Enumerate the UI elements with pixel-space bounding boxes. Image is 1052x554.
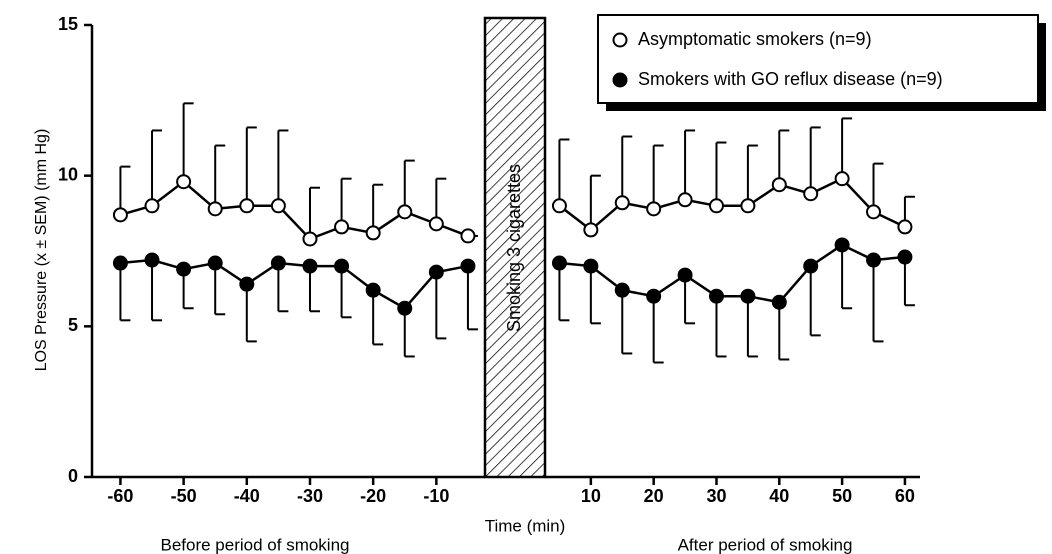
marker xyxy=(176,261,192,277)
y-tick-label: 0 xyxy=(68,466,78,486)
marker xyxy=(270,198,286,214)
marker xyxy=(207,255,223,271)
marker xyxy=(270,255,286,271)
marker xyxy=(334,258,350,274)
series-line xyxy=(120,180,469,241)
y-axis-label: LOS Pressure (x ± SEM) (mm Hg) xyxy=(33,129,50,372)
annotation: Smoking 3 cigarettes xyxy=(504,164,524,332)
marker xyxy=(771,177,787,193)
marker xyxy=(740,288,756,304)
y-tick-label: 5 xyxy=(68,315,78,335)
legend-label: Smokers with GO reflux disease (n=9) xyxy=(638,69,943,89)
smoking-period xyxy=(483,16,547,479)
marker xyxy=(112,207,128,223)
marker xyxy=(365,282,381,298)
x-tick-label: -40 xyxy=(234,486,260,506)
marker xyxy=(112,255,128,271)
legend-label: Asymptomatic smokers (n=9) xyxy=(638,29,872,49)
marker xyxy=(239,276,255,292)
series-line xyxy=(120,258,469,310)
marker xyxy=(897,219,913,235)
x-tick-label: 40 xyxy=(769,486,789,506)
marker xyxy=(302,258,318,274)
series-line xyxy=(559,243,906,304)
marker xyxy=(583,222,599,238)
marker xyxy=(677,192,693,208)
marker xyxy=(397,204,413,220)
marker xyxy=(144,252,160,268)
subtitle: After period of smoking xyxy=(678,535,853,554)
legend xyxy=(597,14,1039,104)
x-tick-label: 30 xyxy=(706,486,726,506)
marker xyxy=(551,255,567,271)
marker xyxy=(551,198,567,214)
x-tick-label: -60 xyxy=(107,486,133,506)
marker xyxy=(834,171,850,187)
x-tick-label: 50 xyxy=(832,486,852,506)
x-tick-label: -20 xyxy=(360,486,386,506)
x-tick-label: -50 xyxy=(171,486,197,506)
marker xyxy=(897,249,913,265)
marker xyxy=(614,195,630,211)
marker xyxy=(866,204,882,220)
marker xyxy=(144,198,160,214)
x-tick-label: 20 xyxy=(644,486,664,506)
y-tick-label: 10 xyxy=(58,164,78,184)
marker xyxy=(365,225,381,241)
marker xyxy=(803,186,819,202)
marker xyxy=(771,294,787,310)
series-line xyxy=(558,177,906,232)
marker xyxy=(428,264,444,280)
x-tick-label: 60 xyxy=(895,486,915,506)
y-tick-label: 15 xyxy=(58,14,78,34)
x-tick-label: 10 xyxy=(581,486,601,506)
legend-marker xyxy=(612,32,628,48)
marker xyxy=(207,201,223,217)
marker xyxy=(708,198,724,214)
marker xyxy=(334,219,350,235)
marker xyxy=(866,252,882,268)
marker xyxy=(646,288,662,304)
marker xyxy=(302,231,318,247)
subtitle: Before period of smoking xyxy=(161,535,350,554)
marker xyxy=(460,228,476,244)
marker xyxy=(239,198,255,214)
marker xyxy=(646,201,662,217)
marker xyxy=(583,258,599,274)
x-axis-label: Time (min) xyxy=(485,516,566,535)
marker xyxy=(834,237,850,253)
marker xyxy=(460,258,476,274)
marker xyxy=(677,267,693,283)
x-tick-label: -10 xyxy=(423,486,449,506)
legend-marker xyxy=(612,72,628,88)
marker xyxy=(176,174,192,190)
x-tick-label: -30 xyxy=(297,486,323,506)
marker xyxy=(428,216,444,232)
marker xyxy=(614,282,630,298)
marker xyxy=(708,288,724,304)
marker xyxy=(740,198,756,214)
marker xyxy=(803,258,819,274)
marker xyxy=(397,300,413,316)
